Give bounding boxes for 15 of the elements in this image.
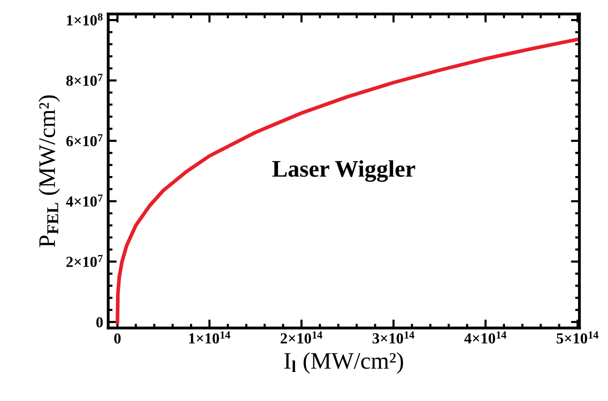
annotation: Laser Wiggler <box>272 160 416 182</box>
y-tick-label: 1×10$^{8}$ <box>67 13 103 26</box>
y-tick-label: 2×10$^{7}$ <box>66 254 103 268</box>
x-tick-label: 4×10$^{14}$ <box>464 331 506 344</box>
y-tick-label: 6×10$^{7}$ <box>66 134 103 146</box>
y-tick-label: 8×10$^{7}$ <box>66 74 103 86</box>
x-tick-label: 5×10$^{14}$ <box>556 331 598 344</box>
x-tick-label: 3×10$^{14}$ <box>372 331 414 344</box>
x-tick-label: 2×10$^{14}$ <box>280 331 322 344</box>
x-axis-title: I$_{l}$ (MW/cm²) <box>284 352 404 374</box>
y-tick-label: 0 <box>96 317 103 328</box>
y-axis-title: P$_{FEL}$ (MW/cm²) <box>38 95 60 248</box>
y-tick-label: 4×10$^{7}$ <box>66 194 103 207</box>
x-tick-label: 0 <box>114 333 121 344</box>
x-tick-label: 1×10$^{14}$ <box>189 331 230 344</box>
